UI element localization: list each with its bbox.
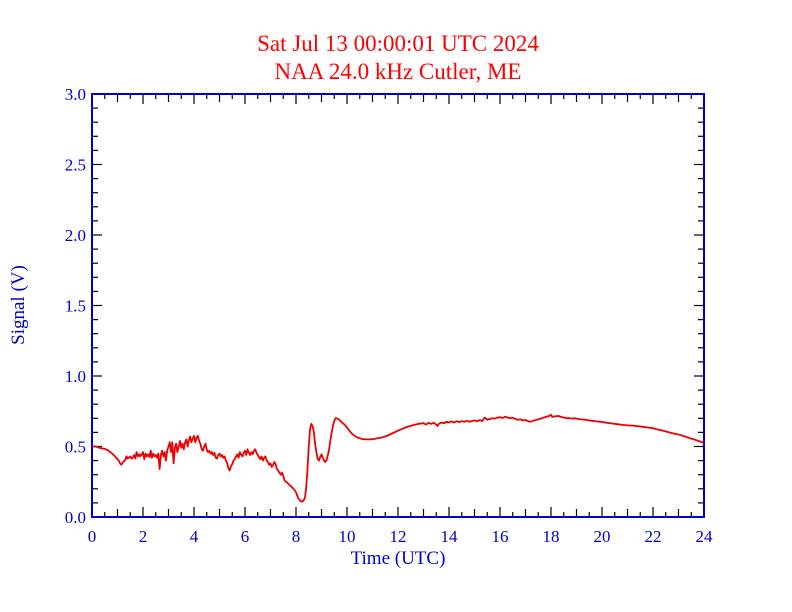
x-tick-label: 6 [241, 527, 250, 546]
x-tick-label: 18 [543, 527, 560, 546]
x-tick-label: 16 [492, 527, 509, 546]
x-tick-label: 24 [696, 527, 714, 546]
y-tick-labels: 0.0 0.5 1.0 1.5 2.0 2.5 3.0 [65, 85, 86, 527]
signal-trace [92, 413, 705, 503]
x-tick-label: 8 [292, 527, 301, 546]
chart-title-block: Sat Jul 13 00:00:01 UTC 2024 NAA 24.0 kH… [92, 30, 704, 86]
tick-marks [91, 93, 705, 518]
y-tick-label: 3.0 [65, 85, 86, 104]
x-tick-label: 22 [645, 527, 662, 546]
y-tick-label: 0.5 [65, 438, 86, 457]
x-tick-label: 12 [390, 527, 407, 546]
y-tick-label: 0.0 [65, 508, 86, 527]
y-axis-title: Signal (V) [8, 265, 29, 345]
x-tick-label: 4 [190, 527, 199, 546]
y-tick-label: 1.5 [65, 297, 86, 316]
y-tick-label: 2.0 [65, 226, 86, 245]
x-tick-labels: 0 2 4 6 8 10 12 14 16 18 20 22 24 [88, 527, 713, 546]
y-tick-label: 2.5 [65, 156, 86, 175]
y-tick-label: 1.0 [65, 367, 86, 386]
x-tick-label: 14 [441, 527, 459, 546]
plot-frame [91, 93, 705, 518]
x-tick-label: 10 [339, 527, 356, 546]
chart-subtitle: NAA 24.0 kHz Cutler, ME [274, 59, 522, 84]
chart-title: Sat Jul 13 00:00:01 UTC 2024 [257, 31, 539, 56]
x-axis-title: Time (UTC) [350, 548, 446, 569]
x-tick-label: 20 [594, 527, 611, 546]
x-tick-label: 2 [139, 527, 148, 546]
x-tick-label: 0 [88, 527, 97, 546]
